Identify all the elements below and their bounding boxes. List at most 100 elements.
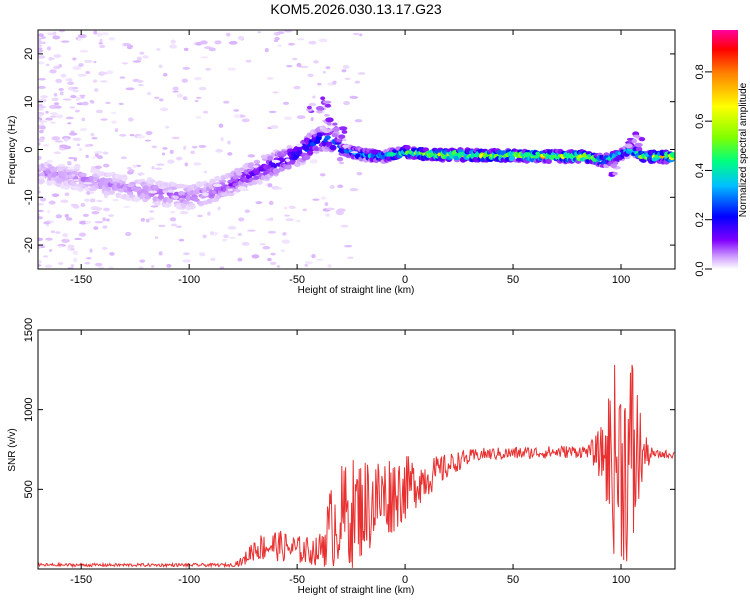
spectrogram-noise-cell: [67, 81, 75, 86]
spectrogram-noise-cell: [270, 125, 279, 129]
spectrogram-cell: [93, 168, 101, 174]
spectrogram-noise-cell: [293, 85, 301, 90]
spectrogram-noise-cell: [183, 252, 190, 256]
spectrogram-noise-cell: [81, 101, 89, 106]
spectrogram-noise-cell: [195, 96, 202, 99]
spectrogram-noise-cell: [56, 114, 64, 119]
spectrogram-cell: [326, 121, 332, 126]
spectrogram-cell: [332, 122, 338, 126]
spectrogram-noise-cell: [268, 200, 274, 206]
spectrogram-noise-cell: [38, 190, 41, 194]
spectrogram-cell: [133, 196, 140, 203]
spectrogram-noise-cell: [38, 112, 45, 115]
spectrogram-noise-cell: [139, 259, 146, 263]
spectrogram-noise-cell: [154, 236, 159, 239]
snr-ylabel: SNR (v/v): [7, 428, 18, 471]
spectrogram-cell: [189, 205, 196, 209]
spectrogram-noise-cell: [182, 96, 188, 101]
spectrogram-noise-cell: [257, 31, 261, 34]
spectrogram-noise-cell: [111, 120, 117, 124]
spectrogram-noise-cell: [159, 107, 169, 112]
spectrogram-noise-cell: [38, 213, 41, 216]
spectrogram-noise-cell: [72, 186, 79, 189]
spectrogram-noise-cell: [184, 162, 188, 167]
spectrogram-cell: [316, 109, 323, 114]
spectrogram-noise-cell: [38, 209, 44, 213]
spectrogram-noise-cell: [65, 217, 73, 221]
spectrogram-noise-cell: [158, 185, 167, 189]
spectrogram-noise-cell: [139, 51, 145, 55]
spectrogram-cell: [104, 186, 112, 192]
spectrogram-noise-cell: [110, 111, 117, 115]
spectrogram-cell: [308, 102, 317, 106]
spectrogram-noise-cell: [79, 220, 88, 225]
spectrogram-cell: [624, 143, 633, 149]
spectrogram-noise-cell: [304, 261, 313, 265]
spectrogram-noise-cell: [272, 91, 279, 94]
spectrogram-noise-cell: [79, 49, 89, 53]
spectrogram-cell: [341, 130, 348, 134]
spectrogram-noise-cell: [50, 230, 56, 234]
spectrogram-noise-cell: [356, 171, 363, 176]
spectrogram-noise-cell: [57, 179, 65, 182]
spectrogram-noise-cell: [324, 202, 329, 207]
spectrogram-noise-cell: [98, 171, 103, 175]
spectrogram-noise-cell: [199, 252, 206, 257]
spectrogram-noise-cell: [308, 40, 317, 45]
spectrogram-ylabel: Frequency (Hz): [7, 116, 18, 185]
spectrogram-noise-cell: [78, 63, 84, 67]
spectrogram-cell: [182, 200, 190, 205]
spectrogram-noise-cell: [267, 230, 277, 234]
spectrogram-noise-cell: [55, 214, 63, 219]
spectrogram-noise-cell: [155, 163, 165, 166]
spectrogram-cells: [38, 30, 675, 269]
spectrogram-noise-cell: [40, 163, 45, 169]
spectrogram-noise-cell: [283, 214, 291, 217]
spectrogram-noise-cell: [39, 105, 47, 109]
spectrogram-noise-cell: [162, 190, 169, 194]
spectrogram-noise-cell: [297, 38, 305, 41]
spectrogram-noise-cell: [255, 201, 263, 205]
spectrogram-noise-cell: [40, 172, 45, 177]
spectrogram-cell: [154, 201, 161, 207]
spectrogram-noise-cell: [241, 241, 250, 246]
spectrogram-noise-cell: [53, 65, 61, 70]
snr-xtick-label: 0: [402, 574, 408, 586]
spectrogram-noise-cell: [346, 256, 354, 259]
spectrogram-noise-cell: [270, 252, 276, 256]
spectrogram-cell: [234, 167, 241, 174]
spectrogram-noise-cell: [196, 201, 201, 205]
spectrogram-noise-cell: [150, 205, 159, 208]
spectrogram-noise-cell: [318, 38, 328, 43]
spectrogram-noise-cell: [336, 208, 346, 213]
spectrogram-noise-cell: [194, 99, 199, 103]
spectrogram-noise-cell: [72, 57, 77, 61]
spectrogram-noise-cell: [268, 110, 277, 114]
spectrogram-noise-cell: [49, 57, 55, 60]
spectrogram-noise-cell: [67, 244, 75, 249]
spectrogram-noise-cell: [170, 223, 177, 227]
spectrogram-noise-cell: [296, 62, 302, 68]
spectrogram-noise-cell: [38, 142, 41, 146]
spectrogram-noise-cell: [125, 231, 132, 237]
colorbar-gradient: [712, 30, 738, 269]
spectrogram-noise-cell: [38, 33, 44, 37]
snr-xtick-label: -150: [70, 574, 92, 586]
spectrogram-cell: [121, 176, 128, 182]
spectrogram-cell: [267, 155, 274, 161]
spectrogram-noise-cell: [105, 101, 111, 105]
spectrogram-noise-cell: [40, 95, 49, 99]
spectrogram-noise-cell: [99, 71, 109, 75]
spectrogram-noise-cell: [59, 144, 68, 149]
spectrogram-noise-cell: [108, 36, 116, 41]
spectrogram-noise-cell: [62, 98, 72, 101]
spectrogram-ytick-label: 10: [23, 96, 35, 108]
spectrogram-noise-cell: [349, 188, 359, 192]
spectrogram-noise-cell: [84, 261, 91, 265]
spectrogram-noise-cell: [260, 154, 267, 159]
spectrogram-ytick-label: 0: [23, 146, 35, 152]
spectrogram-noise-cell: [103, 195, 109, 198]
spectrogram-noise-cell: [65, 116, 74, 120]
spectrogram-xtick-label: -100: [178, 274, 200, 286]
